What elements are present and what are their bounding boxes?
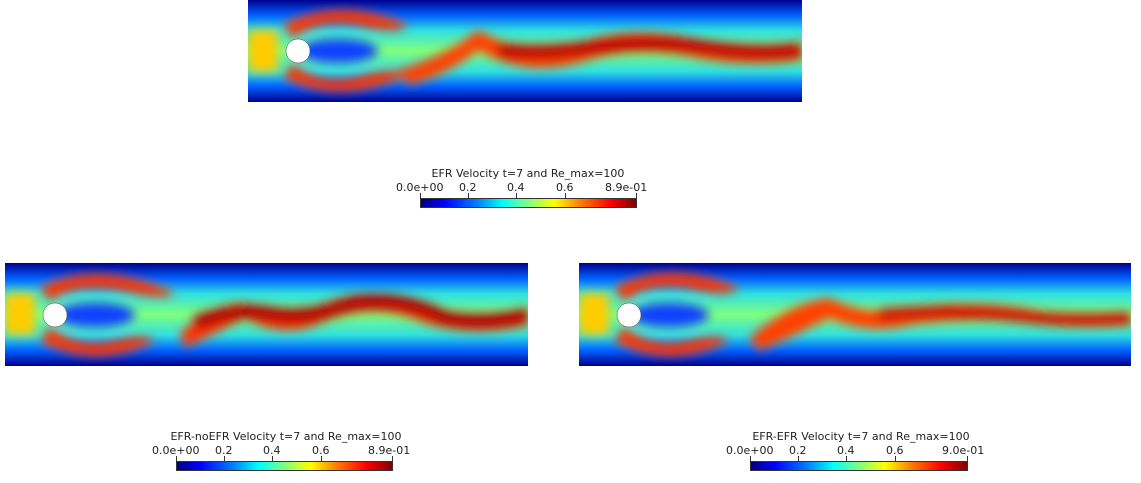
velocity-field-bottom-left	[5, 263, 528, 366]
colorbar	[176, 461, 393, 471]
tick-mark	[967, 456, 968, 461]
tick-label: 0.0e+00	[726, 444, 774, 457]
tick-mark	[798, 456, 799, 461]
tick-mark	[468, 193, 469, 198]
tick-mark	[420, 193, 421, 198]
tick-mark	[750, 456, 751, 461]
tick-label: 0.4	[507, 181, 525, 194]
tick-mark	[636, 193, 637, 198]
tick-label: 0.2	[789, 444, 807, 457]
tick-mark	[895, 456, 896, 461]
tick-mark	[392, 456, 393, 461]
tick-mark	[224, 456, 225, 461]
legend-top: EFR Velocity t=7 and Re_max=100 0.0e+00 …	[396, 167, 660, 212]
tick-mark	[516, 193, 517, 198]
tick-label: 0.6	[312, 444, 330, 457]
colorbar	[750, 461, 968, 471]
tick-label: 0.4	[263, 444, 281, 457]
tick-mark	[846, 456, 847, 461]
tick-label: 0.2	[459, 181, 477, 194]
tick-mark	[321, 456, 322, 461]
legend-bottom-right: EFR-EFR Velocity t=7 and Re_max=100 0.0e…	[726, 430, 996, 475]
tick-label: 9.0e-01	[942, 444, 985, 457]
tick-label: 0.4	[837, 444, 855, 457]
legend-title: EFR-noEFR Velocity t=7 and Re_max=100	[170, 430, 402, 443]
colorbar	[420, 198, 637, 208]
velocity-field-top	[248, 0, 802, 102]
tick-mark	[565, 193, 566, 198]
tick-label: 0.0e+00	[396, 181, 444, 194]
tick-label: 8.9e-01	[605, 181, 648, 194]
tick-label: 0.0e+00	[152, 444, 200, 457]
legend-bottom-left: EFR-noEFR Velocity t=7 and Re_max=100 0.…	[152, 430, 420, 475]
tick-label: 0.2	[215, 444, 233, 457]
tick-mark	[176, 456, 177, 461]
tick-label: 0.6	[556, 181, 574, 194]
tick-label: 8.9e-01	[368, 444, 411, 457]
velocity-field-bottom-right	[579, 263, 1131, 366]
tick-label: 0.6	[886, 444, 904, 457]
legend-title: EFR-EFR Velocity t=7 and Re_max=100	[752, 430, 970, 443]
legend-title: EFR Velocity t=7 and Re_max=100	[431, 167, 625, 180]
tick-mark	[272, 456, 273, 461]
